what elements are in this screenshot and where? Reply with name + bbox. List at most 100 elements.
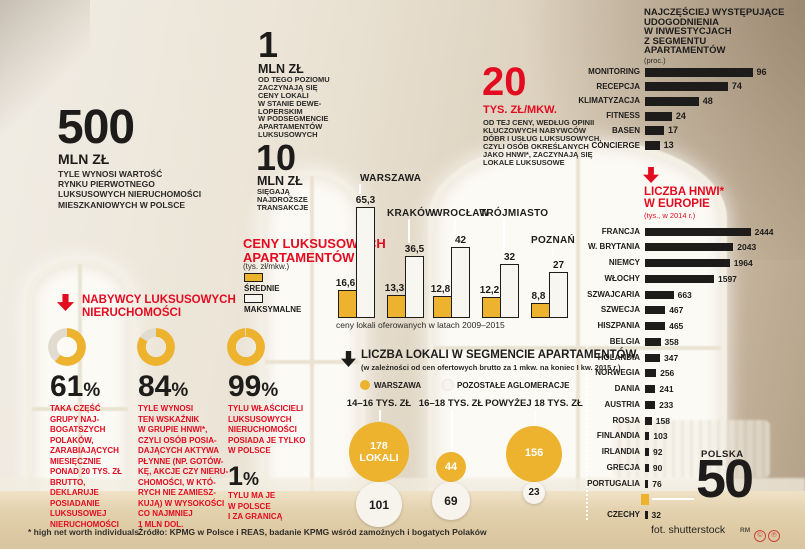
- amenity-bar: [645, 82, 728, 92]
- hnwi-value: 233: [659, 399, 674, 410]
- buyer-donut: [137, 328, 175, 366]
- price-bar-average: [433, 296, 452, 318]
- hnwi-highlight-connector: [652, 498, 694, 501]
- price-city-connector: [359, 184, 361, 194]
- price-avg-value: 12,8: [430, 284, 451, 296]
- legend-dot-warszawa: [360, 380, 370, 390]
- price-avg-value: 16,6: [335, 277, 356, 289]
- hnwi-bar: [645, 463, 649, 472]
- price-city-connector: [503, 219, 505, 251]
- stat-entry-price-number: 1: [258, 24, 279, 65]
- amenity-value: 17: [668, 125, 679, 136]
- bubble-warszawa: 178 LOKALI: [348, 421, 410, 482]
- price-bar-average: [338, 289, 357, 318]
- bubble-other: 69: [432, 482, 470, 520]
- legend-label-other: POZOSTAŁE AGLOMERACJE: [457, 381, 570, 390]
- hnwi-country-label: HISZPANIA: [597, 321, 640, 331]
- hnwi-country-label: GRECJA: [606, 462, 640, 472]
- bubble-other: 23: [523, 482, 545, 504]
- hnwi-country-label: DANIA: [614, 384, 640, 394]
- hnwi-bar: [645, 479, 649, 488]
- hnwi-value: 76: [652, 478, 662, 489]
- hnwi-highlight-country: POLSKA: [701, 449, 744, 460]
- hnwi-value: 92: [653, 447, 663, 458]
- hnwi-chart-unit: (tys., w 2014 r.): [644, 211, 696, 220]
- hnwi-bar: [645, 369, 657, 378]
- hnwi-bar: [645, 274, 714, 283]
- legend-label-maximum: MAKSYMALNE: [244, 305, 302, 314]
- hnwi-value: 465: [669, 321, 684, 332]
- buyer-percent-number: 84: [138, 370, 172, 403]
- price-city-connector: [552, 246, 554, 260]
- hnwi-country-label: FRANCJA: [601, 226, 640, 236]
- bubble-warszawa: 44: [436, 452, 466, 482]
- hnwi-country-label: BELGIA: [609, 336, 640, 346]
- buyer-percent: 61%: [50, 370, 100, 404]
- bubble-category-label: 16–18 TYS. ZŁ: [418, 398, 484, 409]
- hnwi-value: 2043: [737, 242, 757, 253]
- buyer-percent: 84%: [138, 370, 188, 404]
- hnwi-country-label: PORTUGALIA: [587, 478, 640, 488]
- hnwi-value: 2444: [754, 226, 774, 237]
- units-chart-subtitle: (w zależności od cen ofertowych brutto z…: [361, 363, 621, 372]
- amenity-value: 24: [675, 110, 686, 121]
- amenity-bar: [645, 67, 753, 77]
- hnwi-country-label: ROSJA: [612, 415, 640, 425]
- price-avg-value: 12,2: [479, 285, 500, 297]
- price-city-connector: [454, 219, 456, 234]
- window-middle: [259, 170, 365, 500]
- price-max-value: 42: [454, 234, 467, 246]
- price-max-value: 65,3: [355, 194, 376, 206]
- hnwi-country-label: SZWAJCARIA: [587, 289, 640, 299]
- buyer-percent-sign: %: [171, 380, 189, 401]
- amenity-label: BASEN: [611, 125, 640, 135]
- hnwi-bar: [645, 511, 648, 520]
- hnwi-value: 1597: [718, 273, 737, 284]
- hnwi-country-label: FINLANDIA: [596, 431, 640, 441]
- legend-swatch-average: [244, 273, 263, 282]
- hnwi-value: 256: [660, 368, 675, 379]
- hnwi-bar: [645, 385, 656, 394]
- amenity-label: KLIMATYZACJA: [578, 96, 640, 106]
- amenity-label: MONITORING: [588, 67, 640, 76]
- hnwi-bar: [645, 290, 674, 299]
- amenity-bar: [645, 141, 660, 150]
- hnwi-country-label: HOLANDIA: [597, 352, 640, 362]
- price-bar-maximum: [500, 263, 519, 318]
- phonogram-icon: ℗: [768, 530, 780, 542]
- hnwi-bar: [645, 448, 649, 457]
- abroad-percent: 1%: [228, 461, 259, 492]
- prices-chart-caption: ceny lokali oferowanych w latach 2009–20…: [336, 320, 505, 330]
- price-city-label: WROCŁAW: [433, 208, 489, 219]
- hnwi-bar: [645, 353, 660, 362]
- hnwi-bar: [645, 416, 652, 425]
- hnwi-country-label: NIEMCY: [608, 258, 640, 268]
- stat-market-value-unit: MLN ZŁ: [58, 151, 110, 167]
- dotted-separator: [586, 346, 588, 520]
- hnwi-bar: [645, 400, 656, 409]
- price-bar-maximum: [356, 207, 375, 318]
- price-bar-average: [482, 297, 501, 318]
- amenity-value: 13: [663, 140, 674, 150]
- hnwi-value: 90: [652, 462, 663, 473]
- amenities-chart-unit: (proc.): [644, 56, 666, 65]
- price-bar-average: [387, 295, 406, 318]
- abroad-text: TYLU MA JE W POLSCE I ZA GRANICĄ: [228, 491, 283, 522]
- hnwi-value: 467: [669, 305, 684, 316]
- hnwi-value: 32: [651, 510, 661, 521]
- units-chart-title: LICZBA LOKALI W SEGMENCIE APARTAMENTÓW: [361, 349, 637, 361]
- hnwi-country-label: IRLANDIA: [601, 447, 640, 457]
- stat-top-price-number: 10: [256, 137, 297, 178]
- wall-shadow-left: [0, 0, 90, 140]
- hnwi-bar: [645, 432, 650, 441]
- hnwi-value: 158: [655, 415, 670, 426]
- wood-floor: [0, 491, 805, 549]
- hnwi-bar: [645, 227, 751, 236]
- baseboard: [0, 478, 805, 494]
- price-bar-maximum: [405, 255, 424, 318]
- bubble-other: 101: [356, 482, 402, 528]
- agency-mark: RM: [740, 527, 751, 534]
- buyer-percent: 99%: [228, 370, 278, 404]
- hnwi-bar: [645, 322, 666, 331]
